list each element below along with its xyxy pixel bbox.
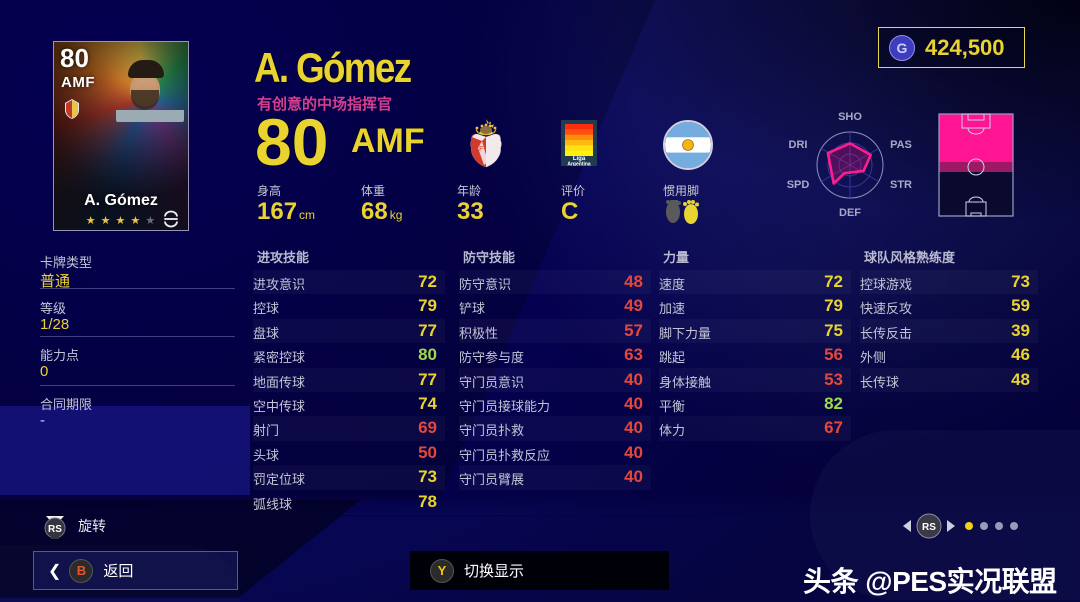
svg-text:F: F — [479, 146, 484, 153]
svg-text:RS: RS — [922, 522, 936, 533]
svg-text:SHO: SHO — [838, 111, 862, 123]
svg-text:PAS: PAS — [890, 139, 912, 151]
svg-text:RS: RS — [48, 524, 62, 535]
svg-text:STR: STR — [890, 179, 912, 191]
svg-text:DRI: DRI — [789, 139, 808, 151]
svg-text:SPD: SPD — [787, 179, 809, 191]
svg-text:DEF: DEF — [839, 207, 861, 219]
svg-text:Argentina: Argentina — [567, 162, 591, 167]
